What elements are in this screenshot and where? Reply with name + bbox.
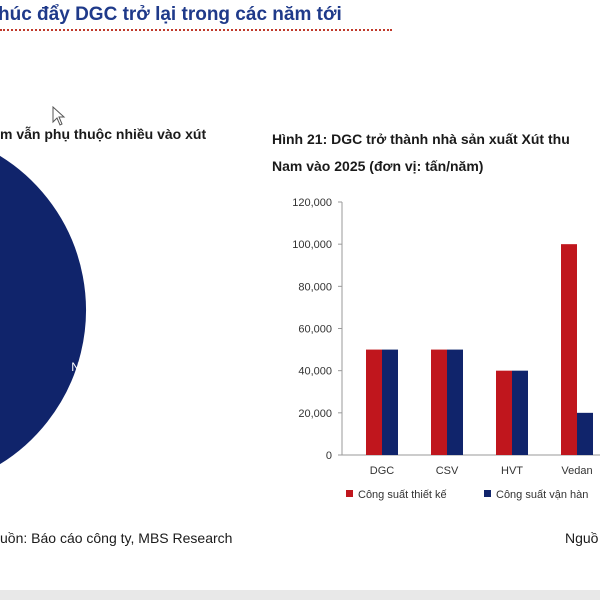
y-tick-label: 60,000 [298,324,332,336]
legend-label-1: Công suất vận hàn [496,489,588,501]
y-tick-label: 80,000 [298,281,332,293]
figure-title-line2: Nam vào 2025 (đơn vị: tấn/năm) [272,158,484,174]
legend-label-0: Công suất thiết kế [358,489,447,501]
x-tick-label: CSV [436,465,459,477]
heading-underline [0,29,392,31]
bar-dgc-series-0 [366,349,382,455]
bar-csv-series-0 [431,349,447,455]
x-tick-label: DGC [370,465,395,477]
pie-slice-value-label: 57.60% [82,376,123,390]
y-tick-label: 40,000 [298,366,332,378]
window-bottom-strip [0,590,600,600]
figure-number: Hình 21: [272,131,328,147]
y-tick-label: 120,000 [292,197,332,209]
bar-hvt-series-1 [512,370,528,455]
section-heading: húc đẩy DGC trở lại trong các năm tới [0,4,342,25]
legend-swatch-0 [346,490,353,497]
bar-vedan-series-1 [577,412,593,455]
pie-chart: Nhập khẩu, 57.60% [0,153,133,467]
bar-hvt-series-0 [496,370,512,455]
x-tick-label: HVT [501,465,523,477]
bar-chart: 0 20,000 40,000 60,000 80,000 100,000 120,000 D… [292,197,600,501]
y-tick-label: 100,000 [292,239,332,251]
mouse-cursor-icon [52,106,66,126]
figure-title-line1: DGC trở thành nhà sản xuất Xút thu [327,131,570,147]
right-figure-caption: Hình 21: DGC trở thành nhà sản xuất Xút … [272,126,570,180]
left-figure-caption: m vẫn phụ thuộc nhiều vào xút [0,126,207,142]
legend-swatch-1 [484,490,491,497]
bar-dgc-series-1 [382,349,398,455]
source-note-right: Nguồ [565,530,599,546]
y-tick-label: 0 [326,450,332,462]
x-tick-label: Vedan [561,465,592,477]
bar-csv-series-1 [447,349,463,455]
source-note-left: uồn: Báo cáo công ty, MBS Research [0,530,233,546]
pie-slice-label: Nhập khẩu, [71,360,132,374]
bar-vedan-series-0 [561,244,577,455]
pie-slice-0 [0,153,88,467]
y-tick-label: 20,000 [298,408,332,420]
